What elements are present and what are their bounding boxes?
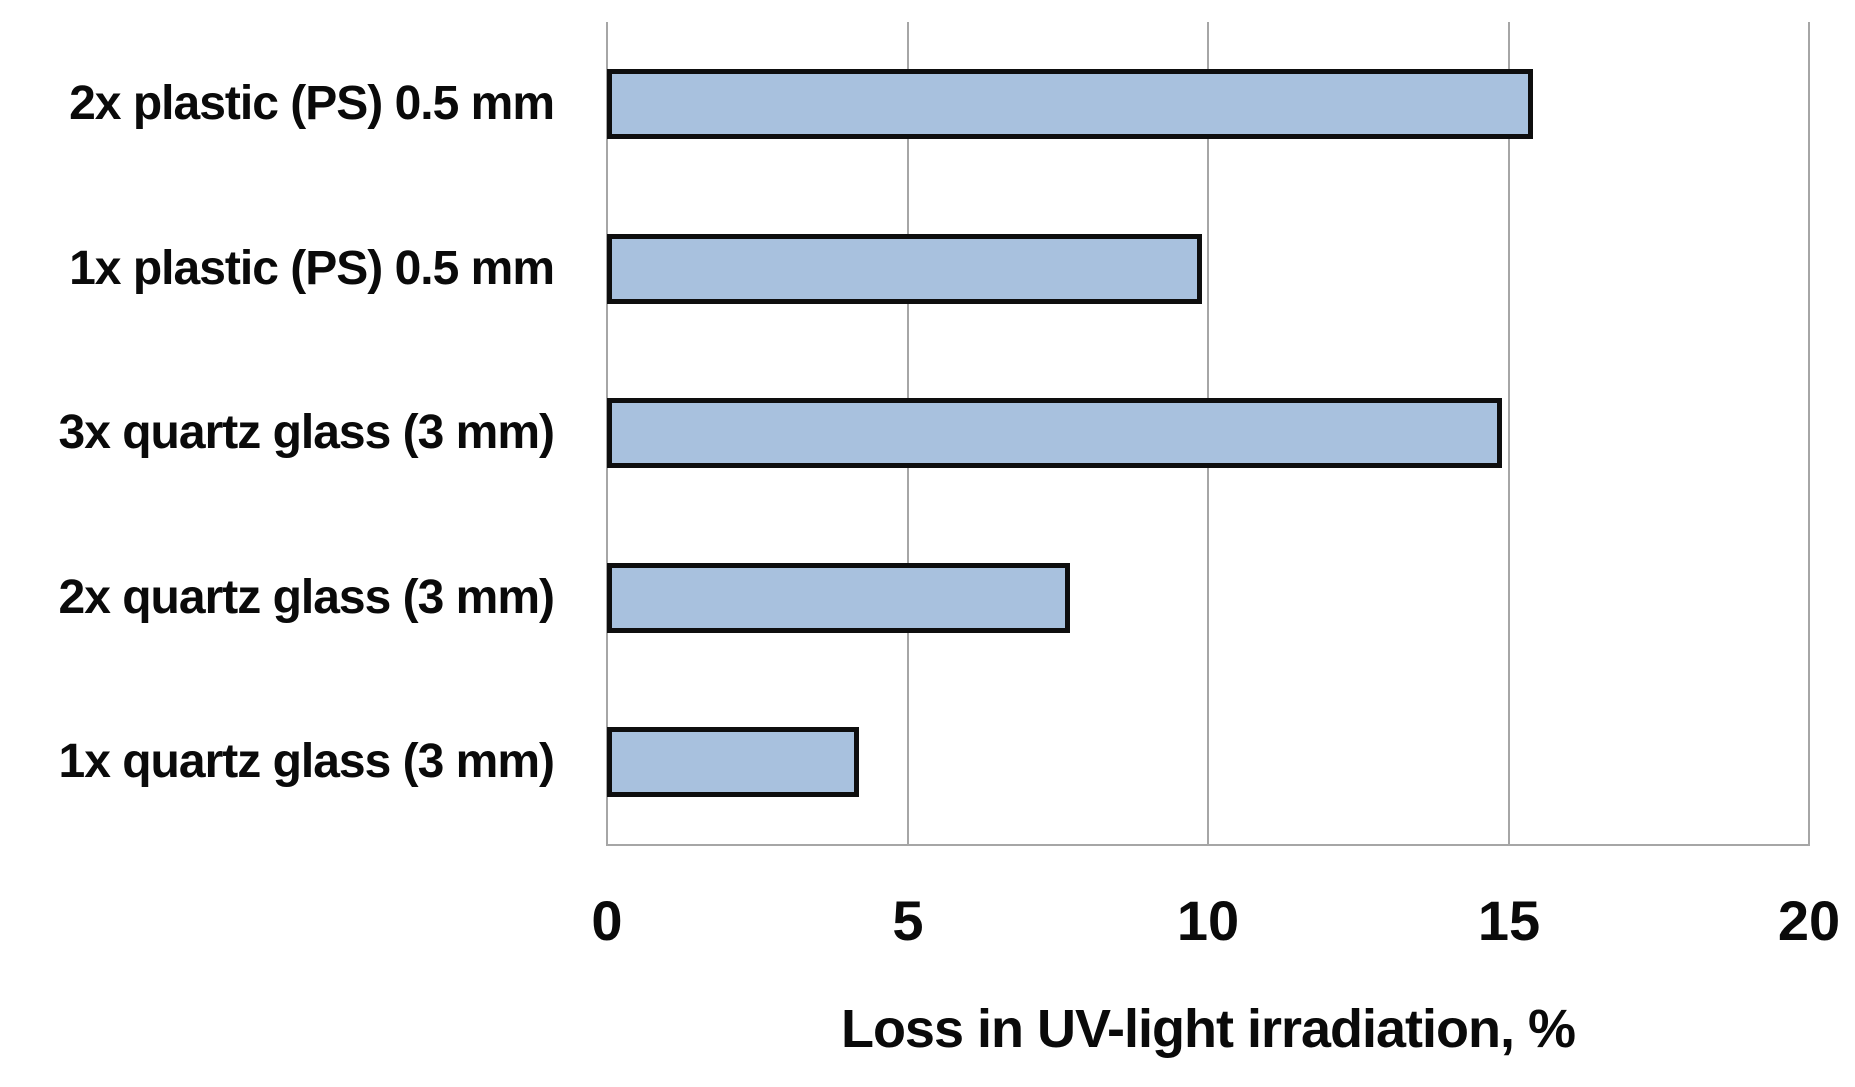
bar [607, 563, 1070, 633]
x-tick-label: 5 [892, 889, 924, 952]
category-label: 2x quartz glass (3 mm) [58, 571, 556, 624]
x-tick-label: 10 [1176, 889, 1240, 952]
bar [607, 234, 1202, 304]
x-tick-label: 0 [591, 889, 623, 952]
gridline [1507, 22, 1510, 845]
category-label: 3x quartz glass (3 mm) [58, 406, 556, 459]
category-label: 2x plastic (PS) 0.5 mm [69, 77, 555, 130]
bar [607, 398, 1502, 468]
x-tick-label: 20 [1777, 889, 1841, 952]
bar [607, 727, 859, 797]
bar [607, 69, 1533, 139]
x-axis-line [606, 844, 1810, 846]
category-label: 1x quartz glass (3 mm) [58, 735, 556, 788]
gridline [1808, 22, 1810, 845]
x-tick-label: 15 [1477, 889, 1541, 952]
x-axis-title: Loss in UV-light irradiation, % [840, 999, 1576, 1059]
category-label: 1x plastic (PS) 0.5 mm [69, 242, 555, 295]
plot-area [606, 22, 1810, 845]
